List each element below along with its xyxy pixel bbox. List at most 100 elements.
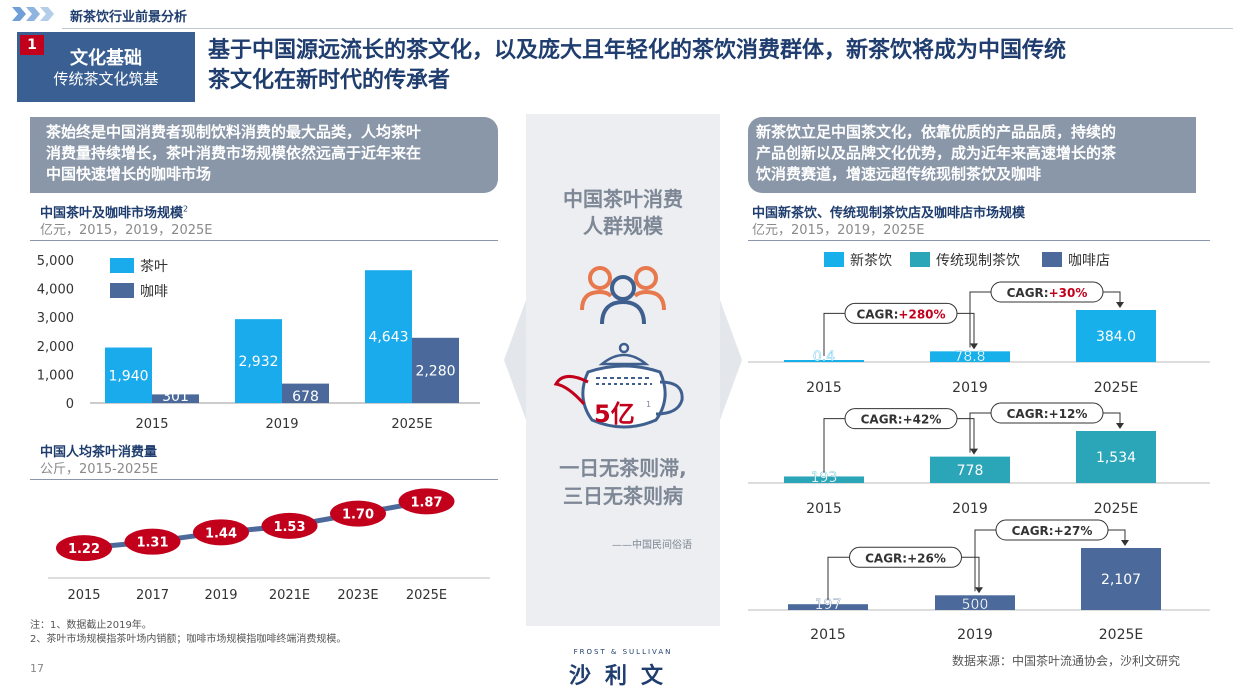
- x-tick-label: 2025E: [406, 588, 447, 603]
- cagr-label: CAGR:+27%: [1012, 524, 1093, 538]
- headline-line: 茶文化在新时代的传承者: [208, 68, 451, 93]
- x-tick-label: 2025E: [1094, 501, 1138, 517]
- callout-line: 新茶饮立足中国茶文化，依靠优质的产品品质，持续的: [756, 123, 1117, 141]
- left-callout: 茶始终是中国消费者现制饮料消费的最大品类，人均茶叶 消费量持续增长，茶叶消费市场…: [30, 117, 498, 193]
- data-label: 1.70: [342, 508, 374, 523]
- cagr-value: +27%: [1054, 524, 1093, 538]
- x-tick-label: 2015: [806, 380, 842, 396]
- callout-line: 饮消费赛道，增速远超传统现制茶饮及咖啡: [756, 165, 1042, 183]
- page-headline: 基于中国源远流长的茶文化，以及庞大且年轻化的茶饮消费群体，新茶饮将成为中国传统 …: [208, 36, 1218, 96]
- legend-swatch: [110, 283, 134, 298]
- center-title-line: 中国茶叶消费: [563, 187, 683, 211]
- cagr-label: CAGR:+280%: [856, 307, 945, 321]
- bar-tea: [235, 319, 282, 403]
- topic-badge-number: 1: [20, 35, 44, 55]
- market-size-chart-unit: 亿元，2015，2019，2025E: [752, 223, 925, 238]
- bar-data-label: 193: [811, 470, 838, 486]
- folk-saying: 一日无茶则滞, 三日无茶则病: [526, 454, 720, 510]
- logo: 沙利文: [568, 664, 677, 689]
- x-tick-label: 2019: [204, 588, 237, 603]
- bar-coffee: [152, 394, 199, 403]
- callout-line: 产品创新以及品牌文化优势，成为近年来高速增长的茶: [756, 144, 1117, 162]
- cagr-arrow-icon: [970, 343, 978, 350]
- x-tick-label: 2015: [810, 627, 846, 643]
- cagr-label: CAGR:+12%: [1007, 407, 1088, 421]
- x-tick-label: 2015: [135, 417, 168, 432]
- cagr-label: CAGR:+30%: [1007, 286, 1088, 300]
- tea-coffee-chart-unit: 亿元，2015，2019，2025E: [40, 223, 213, 238]
- cagr-bubble: [844, 408, 958, 430]
- y-tick-label: 3,000: [37, 311, 74, 326]
- right-callout: 新茶饮立足中国茶文化，依靠优质的产品品质，持续的 产品创新以及品牌文化优势，成为…: [748, 117, 1196, 193]
- legend-swatch: [910, 252, 930, 267]
- market-size-chart-title: 中国新茶饮、传统现制茶饮店及咖啡店市场规模: [752, 206, 1026, 221]
- bar: [1076, 431, 1156, 483]
- per-capita-chart-title: 中国人均茶叶消费量: [40, 445, 158, 460]
- tea-coffee-chart-title: 中国茶叶及咖啡市场规模2: [40, 202, 188, 221]
- cagr-label: CAGR:+42%: [861, 413, 942, 427]
- bar-coffee: [412, 337, 459, 403]
- chart-divider: [30, 479, 498, 480]
- chart-divider: [748, 240, 1210, 241]
- cagr-bubble: [990, 281, 1104, 303]
- folk-saying-source: ——中国民间俗语: [612, 540, 692, 551]
- data-point: [56, 535, 112, 562]
- bar-data-label: 4,643: [368, 330, 408, 346]
- bar: [1081, 548, 1161, 610]
- x-tick-label: 2025E: [391, 417, 432, 432]
- footnote: 注：1、数据截止2019年。: [30, 620, 152, 631]
- teapot-icon: [553, 342, 684, 429]
- per-capita-line-chart: 1.22 2015 1.31 2017 1.44 2019 1.53 2021E 1.70 202…: [48, 488, 490, 603]
- bar: [784, 476, 864, 483]
- y-tick-label: 4,000: [37, 283, 74, 298]
- bar-tea: [365, 270, 412, 403]
- legend-swatch: [824, 252, 844, 267]
- callout-line: 茶始终是中国消费者现制饮料消费的最大品类，人均茶叶: [46, 123, 422, 141]
- section-label: 新茶饮行业前景分析: [70, 10, 188, 25]
- bar-data-label: 778: [957, 463, 984, 479]
- bar: [930, 351, 1010, 362]
- headline-line: 基于中国源远流长的茶文化，以及庞大且年轻化的茶饮消费群体，新茶饮将成为中国传统: [208, 38, 1067, 63]
- x-tick-label: 2019: [952, 501, 988, 517]
- x-tick-label: 2019: [957, 627, 993, 643]
- y-tick-label: 1,000: [37, 368, 74, 383]
- chart-divider: [30, 240, 498, 241]
- data-label: 1.53: [273, 520, 305, 535]
- chart-title-text: 中国茶叶及咖啡市场规模: [40, 206, 184, 221]
- cagr-value: +26%: [907, 551, 946, 565]
- tea-population-footnote-ref: 1: [646, 400, 652, 409]
- bar-coffee: [282, 383, 329, 403]
- footnote: 2、茶叶市场规模指茶叶场内销额；咖啡市场规模指咖啡终端消费规模。: [30, 634, 347, 645]
- bar-data-label: 2,932: [238, 354, 278, 370]
- y-tick-label: 0: [66, 397, 74, 412]
- bar: [788, 604, 868, 610]
- bar-data-label: 1,940: [108, 368, 148, 384]
- x-tick-label: 2015: [806, 501, 842, 517]
- folk-saying-line: 三日无茶则病: [563, 484, 683, 508]
- people-group-icon: [580, 266, 666, 325]
- cagr-bubble: [990, 402, 1104, 424]
- topic-badge-subtitle: 传统茶文化筑基: [53, 70, 159, 88]
- cagr-bubble: [849, 546, 962, 568]
- cagr-prefix: CAGR:: [861, 413, 903, 427]
- center-title-line: 人群规模: [583, 214, 663, 238]
- data-point: [398, 488, 455, 515]
- cagr-label: CAGR:+26%: [865, 551, 946, 565]
- legend-label: 咖啡店: [1068, 253, 1110, 269]
- x-tick-label: 2021E: [269, 588, 310, 603]
- cagr-arrow-icon: [970, 448, 978, 455]
- data-point: [261, 512, 318, 539]
- cagr-prefix: CAGR:: [865, 551, 907, 565]
- chart-title-sup: 2: [183, 204, 189, 214]
- data-label: 1.31: [136, 536, 168, 551]
- cagr-value: +42%: [903, 413, 942, 427]
- bar-data-label: 2,107: [1101, 572, 1141, 588]
- header-chevrons-icon: [12, 7, 54, 21]
- legend-swatch: [1042, 252, 1062, 267]
- cagr-bubble: [844, 302, 958, 324]
- topic-badge: [17, 32, 195, 102]
- y-tick-label: 5,000: [37, 254, 74, 269]
- data-point: [193, 519, 249, 546]
- cagr-value: +12%: [1049, 407, 1088, 421]
- bar-data-label: 500: [962, 597, 989, 613]
